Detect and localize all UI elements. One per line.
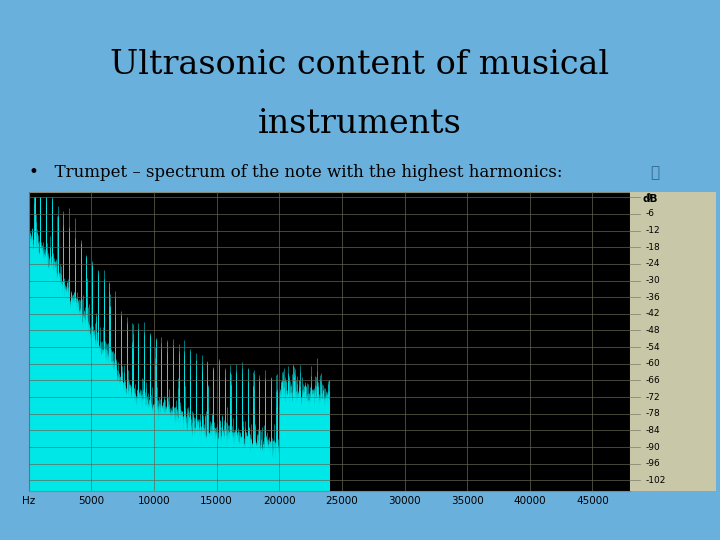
Text: -12: -12 [646, 226, 660, 235]
Text: Ultrasonic content of musical: Ultrasonic content of musical [110, 49, 610, 81]
Text: 0: 0 [646, 193, 652, 202]
Text: -72: -72 [646, 393, 660, 402]
Text: -24: -24 [646, 259, 660, 268]
Text: -42: -42 [646, 309, 660, 318]
Text: 🔈: 🔈 [651, 165, 660, 180]
Text: -36: -36 [646, 293, 660, 302]
Text: -6: -6 [646, 210, 654, 218]
Text: •   Trumpet – spectrum of the note with the highest harmonics:: • Trumpet – spectrum of the note with th… [29, 164, 562, 181]
Text: -90: -90 [646, 442, 660, 451]
Text: -84: -84 [646, 426, 660, 435]
Text: instruments: instruments [258, 108, 462, 140]
Text: -66: -66 [646, 376, 660, 385]
Text: -18: -18 [646, 242, 660, 252]
Text: -102: -102 [646, 476, 666, 485]
Text: -30: -30 [646, 276, 660, 285]
Text: -96: -96 [646, 459, 660, 468]
Text: dB: dB [643, 194, 659, 205]
Text: -60: -60 [646, 359, 660, 368]
Text: -54: -54 [646, 342, 660, 352]
Text: -48: -48 [646, 326, 660, 335]
Text: -78: -78 [646, 409, 660, 418]
